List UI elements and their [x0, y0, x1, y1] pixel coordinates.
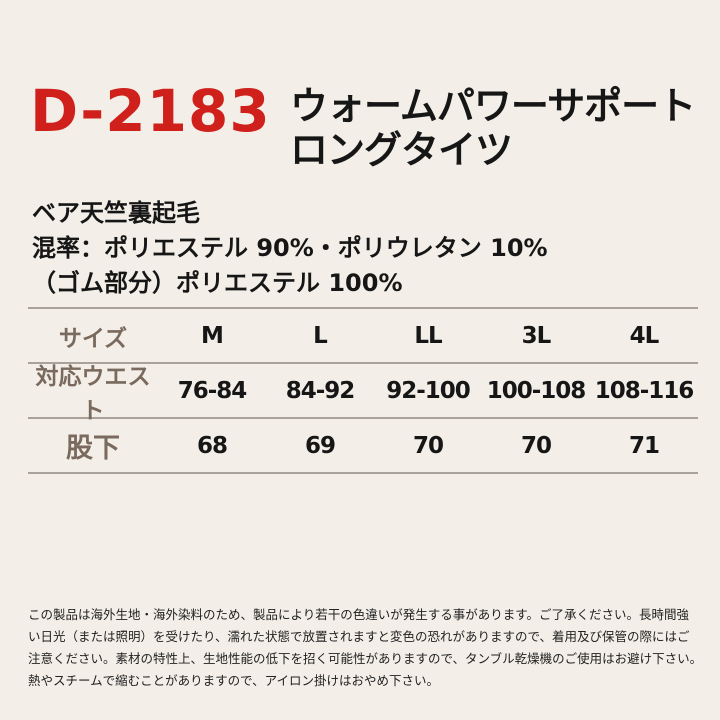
product-code: D-2183: [30, 77, 271, 145]
composition: 混率：ポリエステル 90%・ポリウレタン 10%: [32, 234, 548, 262]
table-cell: 92-100: [386, 377, 471, 404]
table-cell: L: [313, 322, 328, 349]
table-cell: M: [201, 322, 224, 349]
rubber-composition: （ゴム部分）ポリエステル 100%: [32, 269, 403, 297]
table-cell: 100-108: [486, 377, 587, 404]
row-label: 股下: [66, 433, 120, 464]
row-label: 対応ウエスト: [35, 363, 151, 424]
note-line: 注意ください。素材の特性上、生地性能の低下を招く可能性がありますので、タンブル乾…: [28, 651, 703, 666]
table-row-inseam: 股下 68 69 70 70 71: [28, 419, 698, 474]
note-line: この製品は海外生地・海外染料のため、製品により若干の色違いが発生する事があります…: [28, 607, 690, 622]
table-row-waist: 対応ウエスト 76-84 84-92 92-100 100-108 108-11…: [28, 364, 698, 424]
note-line: 熱やスチームで縮むことがありますので、アイロン掛けはおやめ下さい。: [28, 673, 440, 688]
table-cell: 4L: [629, 322, 660, 349]
table-cell: 3L: [521, 322, 552, 349]
product-name-line: ウォームパワーサポート: [290, 84, 696, 128]
table-cell: 71: [628, 432, 660, 459]
product-name-line: ロングタイツ: [290, 128, 513, 172]
table-cell: 70: [520, 432, 552, 459]
row-label: サイズ: [58, 325, 128, 352]
material-info: ベア天竺裏起毛 混率：ポリエステル 90%・ポリウレタン 10% （ゴム部分）ポ…: [32, 196, 548, 301]
product-name: ウォームパワーサポート ロングタイツ: [290, 84, 696, 172]
care-notes: この製品は海外生地・海外染料のため、製品により若干の色違いが発生する事があります…: [28, 604, 708, 692]
note-line: い日光（または照明）を受けたり、濡れた状態で放置されますと変色の恐れがありますの…: [28, 629, 690, 644]
size-table: サイズ M L LL 3L 4L 対応ウエスト 76-84 84-92 92-1…: [28, 307, 698, 474]
table-cell: 84-92: [285, 377, 356, 404]
table-row-size: サイズ M L LL 3L 4L: [28, 307, 698, 364]
table-cell: 69: [304, 432, 336, 459]
table-cell: 70: [412, 432, 444, 459]
table-cell: 76-84: [177, 377, 248, 404]
table-cell: LL: [414, 322, 442, 349]
table-cell: 68: [196, 432, 228, 459]
table-cell: 108-116: [594, 377, 695, 404]
fabric: ベア天竺裏起毛: [32, 199, 200, 227]
